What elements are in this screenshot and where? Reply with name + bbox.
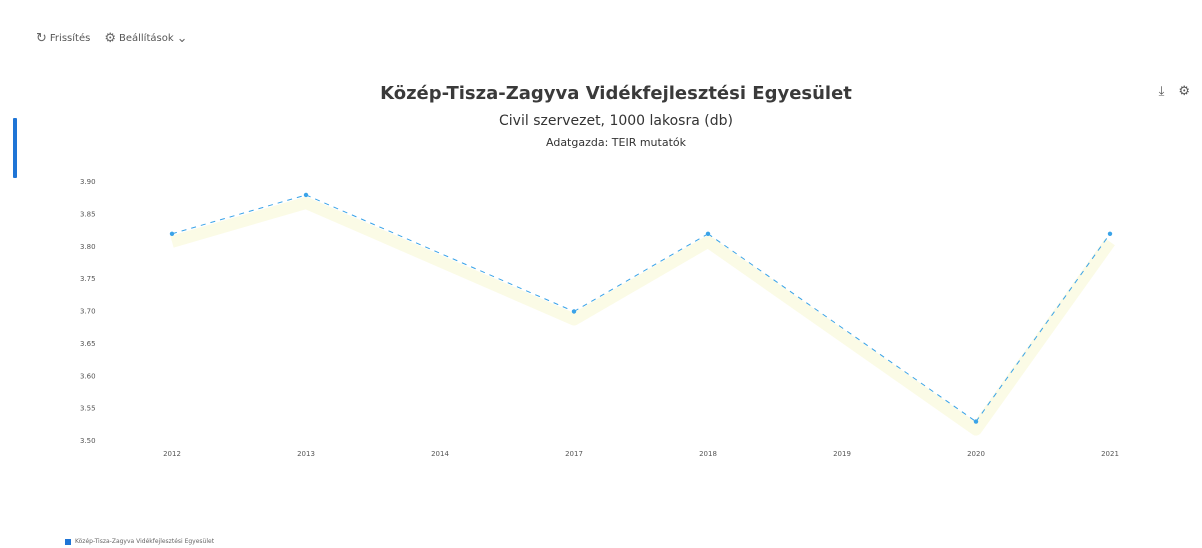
refresh-button[interactable]: ↻ Frissítés <box>36 32 90 45</box>
chart-actions: ⤓ ⚙ <box>1159 84 1190 99</box>
x-tick-label: 2021 <box>1101 450 1119 458</box>
data-point[interactable] <box>169 231 175 236</box>
settings-button[interactable]: ⚙ Beállítások ⌄ <box>104 32 187 45</box>
download-icon[interactable]: ⤓ <box>1158 84 1165 99</box>
settings-label: Beállítások <box>118 33 174 44</box>
side-accent-bar <box>13 118 17 178</box>
refresh-icon: ↻ <box>36 31 47 46</box>
y-tick-label: 3.70 <box>80 308 96 316</box>
series-line-segment <box>573 233 709 312</box>
y-tick-label: 3.85 <box>80 210 96 218</box>
x-tick-label: 2013 <box>297 450 315 458</box>
chevron-down-icon: ⌄ <box>176 31 188 46</box>
toolbar: ↻ Frissítés ⚙ Beállítások ⌄ <box>36 32 188 45</box>
y-tick-label: 3.75 <box>80 275 96 283</box>
series-line-segment <box>707 233 977 422</box>
data-point[interactable] <box>571 309 577 314</box>
x-tick-label: 2012 <box>163 450 181 458</box>
y-tick-label: 3.80 <box>80 243 96 251</box>
x-tick-label: 2019 <box>833 450 851 458</box>
x-tick-label: 2014 <box>431 450 449 458</box>
chart-subtitle: Civil szervezet, 1000 lakosra (db) <box>499 113 733 129</box>
x-tick-label: 2017 <box>565 450 583 458</box>
data-point[interactable] <box>973 419 979 424</box>
y-tick-label: 3.55 <box>80 405 96 413</box>
chart-title: Közép-Tisza-Zagyva Vidékfejlesztési Egye… <box>380 83 852 104</box>
chart-source: Adatgazda: TEIR mutatók <box>546 136 686 149</box>
data-point[interactable] <box>1107 231 1113 236</box>
series-line-segment <box>171 194 307 235</box>
x-tick-label: 2020 <box>967 450 985 458</box>
data-point[interactable] <box>705 231 711 236</box>
series-line-segment <box>975 233 1111 422</box>
x-tick-label: 2018 <box>699 450 717 458</box>
y-tick-label: 3.90 <box>80 178 96 186</box>
legend-label: Közép-Tisza-Zagyva Vidékfejlesztési Egye… <box>75 538 215 545</box>
legend[interactable]: Közép-Tisza-Zagyva Vidékfejlesztési Egye… <box>65 538 214 545</box>
gear-icon: ⚙ <box>104 31 116 46</box>
legend-swatch <box>65 538 71 545</box>
refresh-label: Frissítés <box>49 33 91 44</box>
y-tick-label: 3.60 <box>80 372 96 380</box>
series-line-segment <box>305 194 575 312</box>
y-tick-label: 3.65 <box>80 340 96 348</box>
data-point[interactable] <box>303 192 309 198</box>
ghost-trend-line <box>170 196 1115 436</box>
gear-icon[interactable]: ⚙ <box>1178 84 1190 99</box>
y-tick-label: 3.50 <box>80 437 96 445</box>
